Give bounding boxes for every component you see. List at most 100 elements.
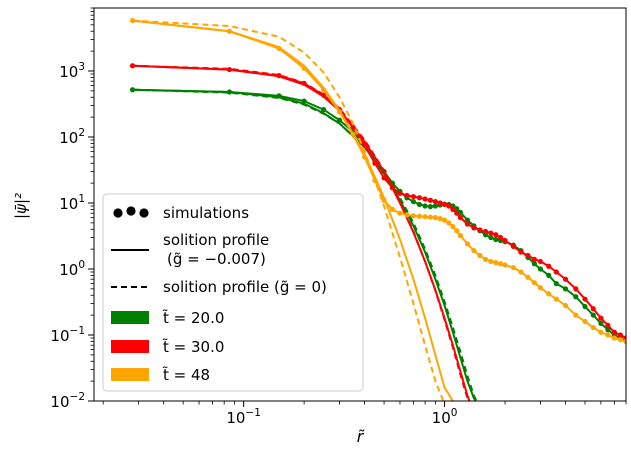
simulation-point (410, 213, 417, 219)
legend: simulations solition profile (g̃ = −0.00… (102, 193, 364, 392)
y-tick-base: 10 (50, 393, 69, 411)
profile-solid-line-1 (132, 64, 471, 401)
legend-swatch-t30 (111, 340, 149, 353)
y-tick-exp: 2 (78, 127, 85, 139)
simulation-point (510, 264, 516, 271)
simulation-point (454, 206, 460, 212)
profile-dashed-line-0 (132, 88, 478, 401)
simulation-point (510, 243, 516, 249)
simulation-point (488, 234, 494, 241)
simulation-point (488, 258, 494, 265)
legend-label-solid-1: solition profile (163, 231, 269, 249)
simulation-point (427, 214, 433, 220)
simulation-point (502, 237, 508, 244)
simulation-point (276, 45, 282, 51)
simulation-point (553, 281, 559, 287)
data-layer (129, 17, 626, 401)
simulation-point (525, 274, 531, 280)
plot-frame (93, 7, 627, 402)
simulation-point (611, 335, 617, 341)
simulation-point (441, 201, 448, 208)
simulation-point (617, 332, 623, 338)
legend-swatch-t20 (111, 311, 149, 324)
simulation-point (464, 217, 471, 223)
simulation-point (381, 175, 387, 181)
simulation-point (518, 269, 524, 275)
y-tick-label: 10−2 (50, 391, 85, 411)
simulation-point (226, 28, 233, 34)
simulation-point (531, 280, 537, 286)
simulation-point (598, 320, 604, 326)
simulation-point (525, 252, 531, 259)
simulation-point (416, 213, 423, 219)
simulation-point (427, 197, 433, 203)
simulation-point (531, 261, 537, 267)
simulation-point (397, 210, 403, 216)
simulation-point (432, 203, 438, 209)
legend-dot-3 (139, 208, 149, 218)
simulation-point (623, 338, 626, 344)
simulation-point (320, 87, 327, 93)
legend-item-t30: t̃ = 30.0 (111, 337, 224, 356)
simulation-point (573, 286, 579, 292)
simulation-point (450, 206, 456, 212)
y-tick-exp: −2 (70, 391, 85, 403)
simulation-point (477, 227, 483, 233)
simulation-point (362, 154, 368, 160)
simulation-point (416, 195, 423, 201)
simulation-point (446, 203, 452, 209)
simulation-point (562, 276, 569, 282)
y-tick-exp: −1 (70, 325, 85, 337)
simulation-point (582, 318, 588, 325)
y-tick-base: 10 (59, 261, 78, 279)
x-tick-base: 10 (226, 409, 245, 427)
legend-item-t20: t̃ = 20.0 (111, 308, 224, 327)
x-tick-label: 100 (432, 407, 458, 427)
simulation-point (582, 303, 588, 310)
legend-label-t20: t̃ = 20.0 (162, 308, 225, 327)
profile-dashed-line-2 (132, 19, 445, 401)
legend-item-t48: t̃ = 48 (111, 365, 210, 384)
legend-item-dashed-profile: solition profile (g̃ = 0) (111, 278, 327, 296)
simulation-point (129, 87, 136, 93)
legend-dot-2 (126, 206, 136, 216)
simulation-point (464, 241, 471, 247)
simulation-point (389, 206, 395, 212)
legend-label-t48: t̃ = 48 (162, 365, 210, 384)
simulation-point (497, 234, 504, 241)
simulation-point (301, 65, 307, 71)
simulation-point (531, 256, 537, 262)
simulation-point (320, 92, 327, 98)
simulation-point (432, 215, 438, 221)
simulation-point (450, 223, 456, 230)
legend-label-dashed: solition profile (g̃ = 0) (163, 278, 327, 296)
simulation-point (226, 66, 233, 73)
simulation-point (493, 260, 499, 266)
simulation-point (573, 294, 579, 300)
simulation-point (422, 196, 428, 202)
simulation-point (276, 93, 282, 99)
y-tick-base: 10 (59, 63, 78, 81)
simulation-point (226, 89, 233, 95)
simulation-point (437, 216, 443, 222)
simulation-point (301, 80, 307, 86)
simulation-point (518, 249, 524, 255)
simulation-point (497, 261, 504, 267)
simulation-point (446, 220, 452, 226)
simulation-point (482, 228, 489, 235)
simulation-point (320, 107, 327, 113)
x-axis-label: r̃ (357, 427, 365, 446)
simulation-point (493, 236, 499, 243)
simulation-point (350, 124, 356, 130)
x-tick-label: 10−1 (226, 407, 261, 427)
simulation-point (553, 296, 559, 302)
simulation-point (372, 177, 378, 183)
simulation-point (611, 329, 617, 335)
simulation-point (454, 228, 460, 234)
simulation-point (590, 306, 596, 312)
legend-dot-1 (113, 208, 123, 218)
y-axis-label: |ψ̄|² (12, 193, 30, 219)
simulation-point (457, 215, 464, 221)
legend-label-simulations: simulations (163, 204, 249, 222)
